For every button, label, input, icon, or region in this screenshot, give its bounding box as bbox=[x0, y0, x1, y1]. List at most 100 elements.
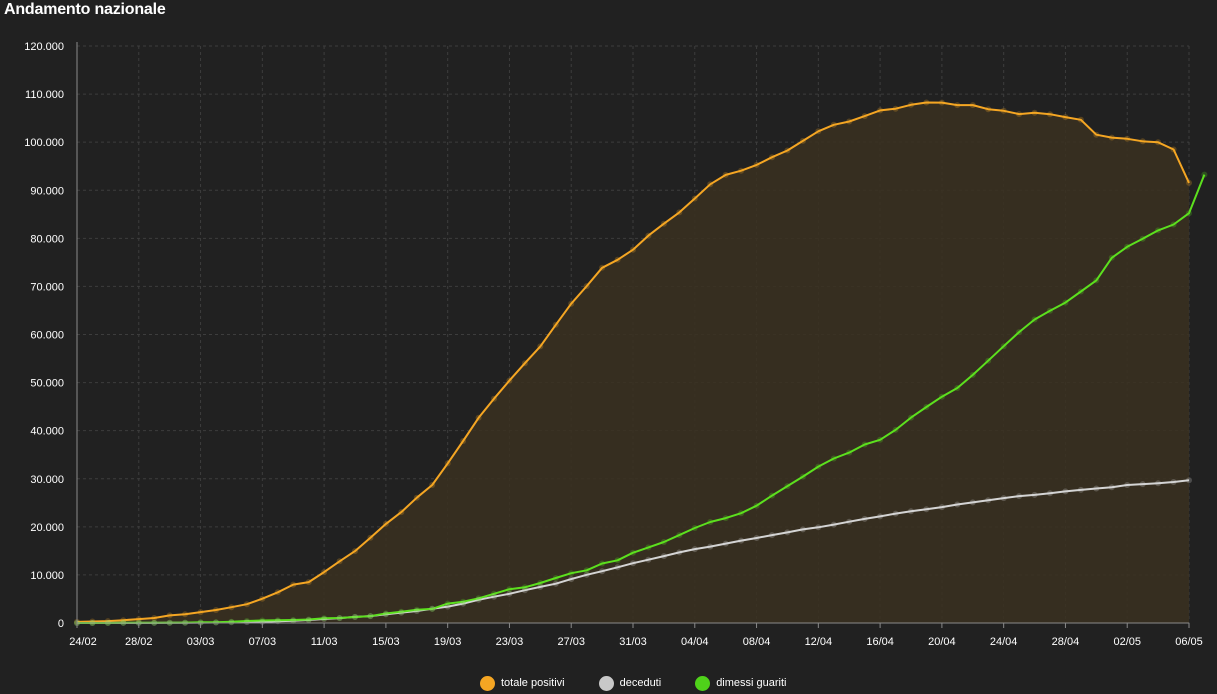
data-point-dimessi-guariti bbox=[1155, 227, 1162, 234]
legend-label: totale positivi bbox=[501, 677, 565, 689]
data-point-dimessi-guariti bbox=[213, 619, 219, 626]
chart-title: Andamento nazionale bbox=[4, 1, 166, 18]
data-point-totale-positivi bbox=[1124, 135, 1131, 142]
data-point-dimessi-guariti bbox=[985, 357, 992, 364]
data-point-totale-positivi bbox=[938, 99, 945, 106]
data-point-deceduti bbox=[1108, 484, 1115, 491]
data-point-deceduti bbox=[460, 600, 467, 607]
data-point-deceduti bbox=[908, 508, 914, 515]
x-tick-label: 07/03 bbox=[249, 636, 277, 648]
data-point-totale-positivi bbox=[815, 128, 822, 135]
legend-swatch-icon bbox=[598, 675, 614, 691]
data-point-dimessi-guariti bbox=[799, 473, 806, 480]
y-tick-label: 0 bbox=[58, 618, 64, 630]
data-point-totale-positivi bbox=[135, 616, 142, 623]
data-point-totale-positivi bbox=[923, 99, 930, 106]
y-tick-label: 100.000 bbox=[24, 137, 64, 149]
data-point-dimessi-guariti bbox=[769, 492, 775, 499]
data-point-deceduti bbox=[769, 532, 775, 539]
y-tick-label: 120.000 bbox=[24, 41, 64, 53]
data-point-totale-positivi bbox=[1047, 111, 1053, 118]
data-point-dimessi-guariti bbox=[259, 617, 266, 624]
legend-item-deceduti[interactable]: deceduti bbox=[598, 675, 662, 691]
data-point-deceduti bbox=[691, 546, 698, 553]
x-tick-label: 28/04 bbox=[1052, 636, 1080, 648]
data-point-deceduti bbox=[290, 617, 297, 624]
data-point-totale-positivi bbox=[614, 256, 621, 263]
data-point-deceduti bbox=[1062, 488, 1069, 495]
legend-item-dimessi-guariti[interactable]: dimessi guariti bbox=[695, 675, 787, 691]
data-point-totale-positivi bbox=[799, 137, 806, 144]
data-point-dimessi-guariti bbox=[830, 455, 837, 462]
data-point-totale-positivi bbox=[120, 617, 127, 624]
data-point-deceduti bbox=[475, 596, 482, 603]
data-point-dimessi-guariti bbox=[1139, 235, 1146, 242]
y-tick-label: 70.000 bbox=[30, 281, 64, 293]
data-point-totale-positivi bbox=[228, 604, 235, 611]
x-tick-label: 20/04 bbox=[928, 636, 956, 648]
y-tick-label: 10.000 bbox=[30, 570, 64, 582]
data-point-totale-positivi bbox=[1108, 134, 1115, 141]
data-point-deceduti bbox=[938, 504, 945, 511]
data-point-dimessi-guariti bbox=[321, 615, 328, 622]
data-point-totale-positivi bbox=[491, 395, 497, 402]
data-point-dimessi-guariti bbox=[367, 613, 374, 620]
data-point-dimessi-guariti bbox=[923, 404, 930, 410]
data-point-deceduti bbox=[1155, 480, 1162, 487]
data-point-deceduti bbox=[660, 553, 667, 560]
data-point-totale-positivi bbox=[537, 343, 544, 350]
data-point-totale-positivi bbox=[1031, 109, 1038, 116]
data-point-totale-positivi bbox=[892, 105, 899, 112]
x-tick-label: 11/03 bbox=[311, 636, 338, 648]
data-point-totale-positivi bbox=[290, 581, 297, 588]
data-point-dimessi-guariti bbox=[336, 615, 343, 621]
data-point-dimessi-guariti bbox=[1000, 343, 1007, 350]
legend-label: deceduti bbox=[619, 677, 662, 689]
x-tick-label: 28/02 bbox=[125, 636, 153, 648]
data-point-dimessi-guariti bbox=[753, 502, 760, 509]
data-point-deceduti bbox=[1031, 491, 1038, 498]
x-tick-label: 24/02 bbox=[69, 636, 97, 648]
data-point-dimessi-guariti bbox=[954, 385, 961, 391]
data-point-deceduti bbox=[506, 590, 513, 597]
data-point-dimessi-guariti bbox=[815, 463, 822, 470]
x-tick-label: 15/03 bbox=[372, 636, 400, 648]
data-point-deceduti bbox=[336, 615, 343, 622]
x-tick-label: 16/04 bbox=[866, 636, 894, 648]
data-point-dimessi-guariti bbox=[1047, 307, 1053, 314]
data-point-dimessi-guariti bbox=[537, 580, 544, 586]
data-point-dimessi-guariti bbox=[614, 557, 621, 564]
data-point-totale-positivi bbox=[321, 569, 328, 576]
x-tick-label: 08/04 bbox=[743, 636, 771, 648]
data-point-deceduti bbox=[861, 515, 868, 522]
axis-layer bbox=[76, 42, 1190, 628]
data-point-deceduti bbox=[630, 560, 636, 567]
data-point-dimessi-guariti bbox=[676, 532, 683, 539]
data-point-dimessi-guariti bbox=[305, 616, 312, 623]
data-point-totale-positivi bbox=[352, 548, 358, 555]
data-point-deceduti bbox=[954, 501, 961, 508]
data-point-deceduti bbox=[753, 535, 760, 541]
data-point-deceduti bbox=[599, 568, 606, 575]
data-point-totale-positivi bbox=[846, 118, 853, 125]
data-point-totale-positivi bbox=[877, 107, 884, 114]
data-point-totale-positivi bbox=[1077, 116, 1084, 123]
x-tick-label: 27/03 bbox=[557, 636, 585, 648]
data-point-totale-positivi bbox=[722, 171, 729, 178]
data-point-deceduti bbox=[738, 537, 745, 544]
data-point-dimessi-guariti bbox=[707, 519, 714, 525]
data-point-totale-positivi bbox=[259, 595, 266, 602]
data-point-dimessi-guariti bbox=[846, 449, 853, 456]
data-point-totale-positivi bbox=[784, 147, 791, 154]
x-tick-label: 12/04 bbox=[805, 636, 833, 648]
data-point-deceduti bbox=[830, 521, 837, 528]
data-point-dimessi-guariti bbox=[1201, 171, 1208, 178]
data-point-totale-positivi bbox=[305, 579, 312, 586]
legend-item-totale-positivi[interactable]: totale positivi bbox=[480, 675, 565, 691]
data-point-deceduti bbox=[568, 576, 575, 583]
data-point-dimessi-guariti bbox=[892, 426, 899, 433]
line-layer bbox=[76, 101, 1206, 624]
data-point-dimessi-guariti bbox=[382, 610, 389, 617]
data-point-totale-positivi bbox=[769, 154, 775, 161]
data-point-deceduti bbox=[491, 593, 497, 600]
